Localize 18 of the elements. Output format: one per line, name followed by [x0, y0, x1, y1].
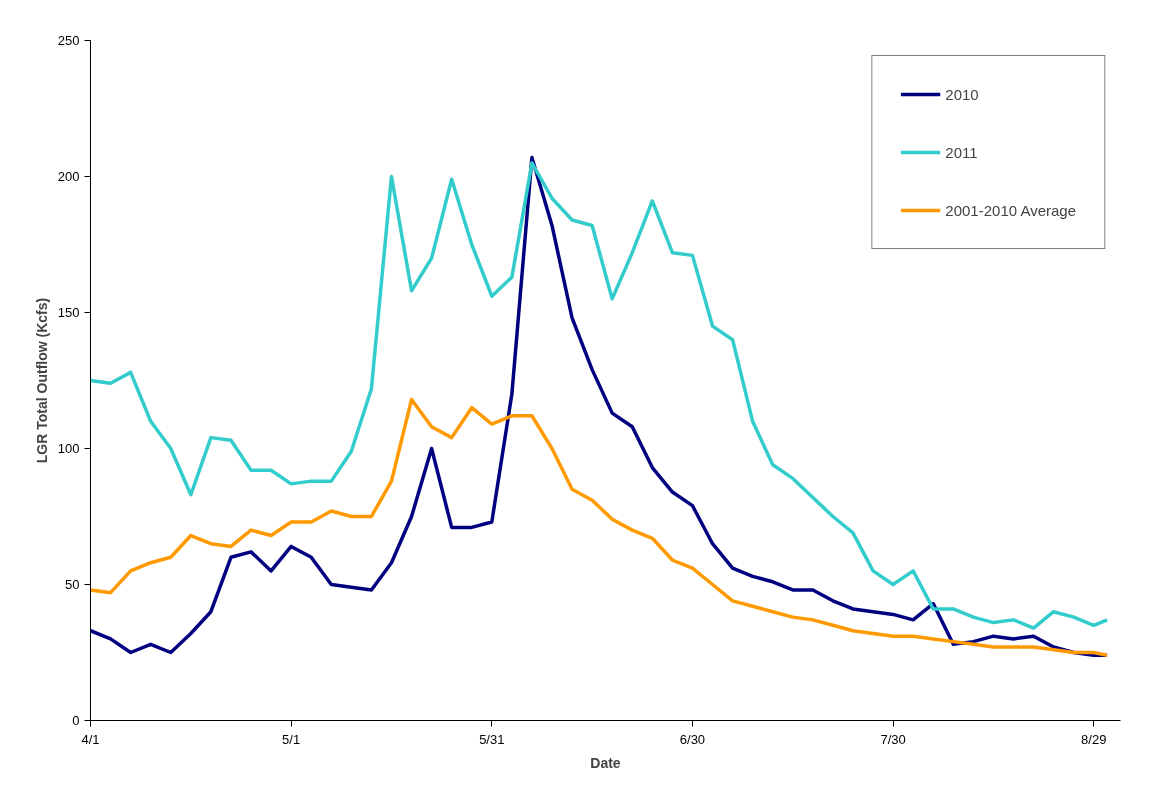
x-tick-label: 5/31: [479, 731, 505, 747]
y-tick-label: 250: [57, 33, 80, 48]
legend-label: 2001-2010 Average: [945, 201, 1076, 219]
line-series: [90, 397, 1109, 657]
x-axis-title: Date: [590, 754, 621, 771]
x-tick-label: 6/30: [679, 731, 706, 747]
y-tick-label: 150: [57, 305, 80, 320]
legend-label: 2011: [945, 143, 978, 161]
x-tick-label: 4/1: [81, 731, 100, 747]
legend-label: 2010: [945, 85, 979, 103]
y-tick-label: 200: [57, 169, 80, 184]
x-tick-label: 5/1: [282, 731, 301, 747]
y-axis-title: LGR Total Outflow (Kcfs): [33, 297, 50, 464]
x-tick-label: 8/29: [1081, 731, 1107, 747]
x-tick-label: 7/30: [880, 731, 906, 747]
y-tick-label: 0: [72, 713, 80, 728]
y-tick-label: 100: [57, 441, 80, 456]
y-tick-label: 50: [65, 577, 80, 592]
